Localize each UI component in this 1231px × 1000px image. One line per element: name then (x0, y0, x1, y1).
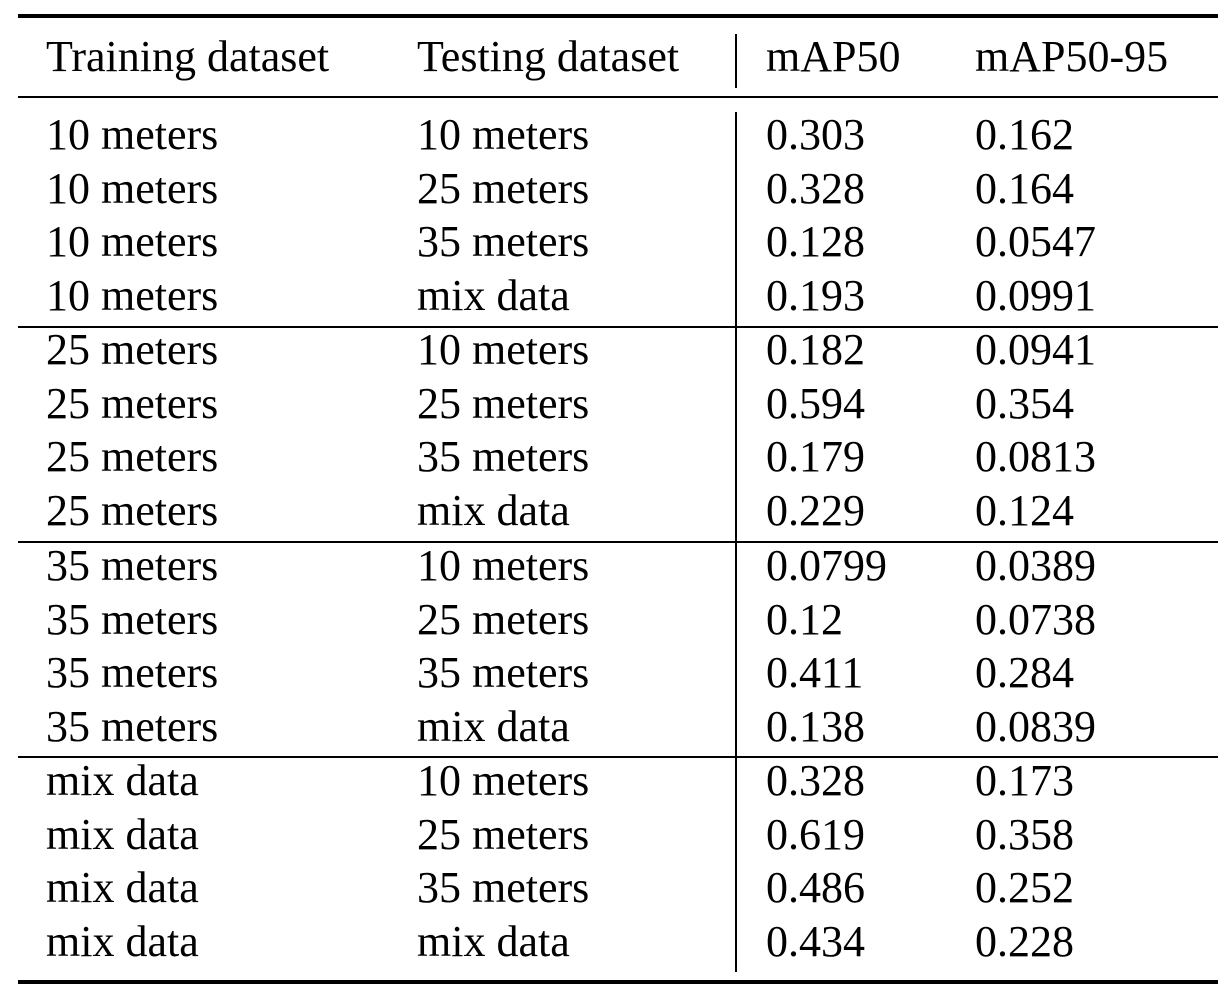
map50-cell: 0.128 (766, 217, 865, 267)
map50-95-cell: 0.284 (975, 648, 1074, 698)
group-separator-rule (18, 326, 1218, 328)
training-dataset-cell: 10 meters (46, 110, 219, 159)
map50-95-cell: 0.0941 (975, 325, 1096, 374)
training-dataset-cell: 10 meters (46, 217, 219, 267)
map50-95-cell: 0.358 (975, 809, 1074, 859)
group-separator-rule (18, 541, 1218, 543)
training-dataset-cell: 25 meters (46, 325, 219, 374)
map50-cell: 0.0799 (766, 541, 887, 590)
map50-95-cell: 0.0389 (975, 541, 1096, 590)
map50-cell: 0.179 (766, 432, 865, 482)
testing-dataset-cell: mix data (417, 486, 570, 536)
testing-dataset-cell: 25 meters (417, 163, 590, 213)
map50-95-cell: 0.0547 (975, 217, 1096, 267)
map50-95-cell: 0.0813 (975, 432, 1096, 482)
training-dataset-cell: 25 meters (46, 486, 219, 536)
header-column-divider (735, 34, 737, 88)
header-map50: mAP50 (766, 32, 901, 81)
map50-cell: 0.594 (766, 378, 865, 428)
map50-cell: 0.328 (766, 163, 865, 213)
map50-cell: 0.193 (766, 271, 865, 321)
map50-cell: 0.434 (766, 917, 865, 967)
header-testing-dataset: Testing dataset (417, 32, 680, 81)
testing-dataset-cell: 10 meters (417, 541, 590, 590)
group-separator-rule (18, 756, 1218, 758)
training-dataset-cell: 35 meters (46, 594, 219, 644)
training-dataset-cell: 35 meters (46, 648, 219, 698)
header-training-dataset: Training dataset (46, 32, 330, 81)
map50-95-cell: 0.164 (975, 163, 1074, 213)
testing-dataset-cell: 35 meters (417, 863, 590, 913)
testing-dataset-cell: mix data (417, 702, 570, 752)
map50-95-cell: 0.0839 (975, 702, 1096, 752)
map50-95-cell: 0.228 (975, 917, 1074, 967)
testing-dataset-cell: 10 meters (417, 325, 590, 374)
training-dataset-cell: 25 meters (46, 432, 219, 482)
testing-dataset-cell: mix data (417, 271, 570, 321)
training-dataset-cell: mix data (46, 863, 199, 913)
map50-cell: 0.328 (766, 756, 865, 805)
testing-dataset-cell: 25 meters (417, 809, 590, 859)
map50-cell: 0.619 (766, 809, 865, 859)
table-bottom-rule (18, 980, 1218, 984)
testing-dataset-cell: 25 meters (417, 594, 590, 644)
map50-cell: 0.486 (766, 863, 865, 913)
header-bottom-rule (18, 96, 1218, 98)
testing-dataset-cell: mix data (417, 917, 570, 967)
map50-95-cell: 0.162 (975, 110, 1074, 159)
map50-cell: 0.12 (766, 594, 843, 644)
testing-dataset-cell: 10 meters (417, 110, 590, 159)
testing-dataset-cell: 10 meters (417, 756, 590, 805)
training-dataset-cell: mix data (46, 756, 199, 805)
table-top-rule (18, 14, 1218, 18)
testing-dataset-cell: 35 meters (417, 217, 590, 267)
map50-cell: 0.182 (766, 325, 865, 374)
training-dataset-cell: 25 meters (46, 378, 219, 428)
map50-cell: 0.229 (766, 486, 865, 536)
training-dataset-cell: 35 meters (46, 541, 219, 590)
testing-dataset-cell: 35 meters (417, 432, 590, 482)
training-dataset-cell: 10 meters (46, 271, 219, 321)
map50-95-cell: 0.173 (975, 756, 1074, 805)
map50-95-cell: 0.354 (975, 378, 1074, 428)
map50-95-cell: 0.252 (975, 863, 1074, 913)
map50-cell: 0.138 (766, 702, 865, 752)
map50-95-cell: 0.0738 (975, 594, 1096, 644)
map50-cell: 0.411 (766, 648, 864, 698)
testing-dataset-cell: 35 meters (417, 648, 590, 698)
testing-dataset-cell: 25 meters (417, 378, 590, 428)
training-dataset-cell: mix data (46, 917, 199, 967)
training-dataset-cell: mix data (46, 809, 199, 859)
training-dataset-cell: 10 meters (46, 163, 219, 213)
map50-95-cell: 0.124 (975, 486, 1074, 536)
map50-95-cell: 0.0991 (975, 271, 1096, 321)
map50-cell: 0.303 (766, 110, 865, 159)
training-dataset-cell: 35 meters (46, 702, 219, 752)
header-map50-95: mAP50-95 (975, 32, 1169, 81)
